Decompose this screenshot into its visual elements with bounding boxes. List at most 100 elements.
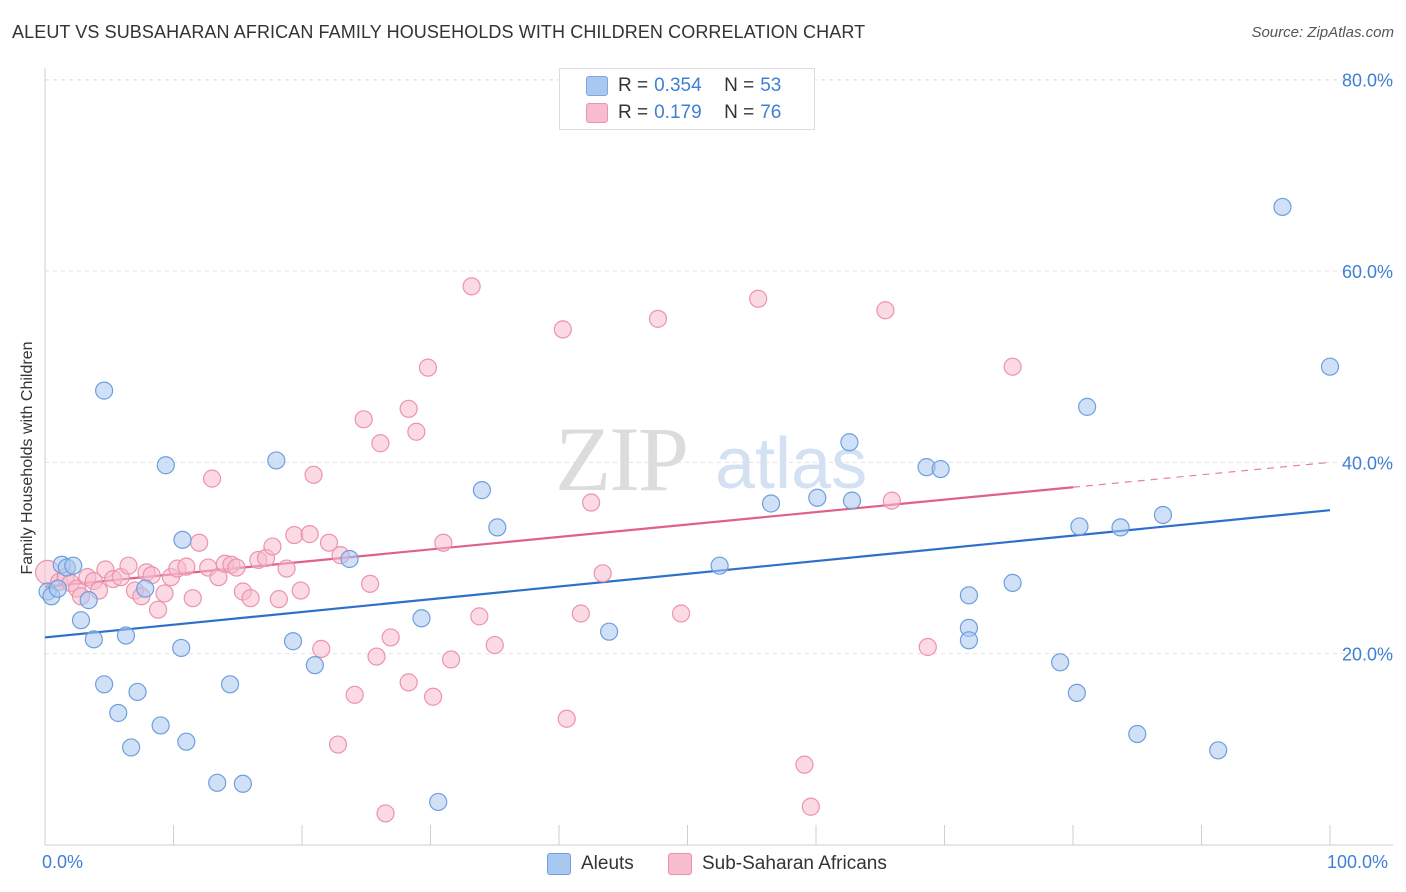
data-point-series-1-39 — [300, 525, 319, 544]
r-label: R = — [618, 75, 649, 96]
data-point-series-0-13 — [121, 738, 141, 757]
data-point-series-1-72 — [876, 301, 895, 320]
data-point-series-1-21 — [177, 557, 196, 576]
data-point-series-0-8 — [84, 630, 103, 649]
data-point-series-0-7 — [79, 591, 98, 610]
watermark-atlas: atlas — [715, 424, 867, 504]
data-point-series-0-22 — [220, 675, 240, 694]
data-point-series-1-49 — [371, 434, 390, 453]
data-point-series-0-51 — [1209, 741, 1228, 760]
data-point-series-1-46 — [354, 410, 373, 429]
data-point-series-0-19 — [173, 530, 192, 549]
data-point-series-0-29 — [429, 792, 448, 812]
data-point-series-0-23 — [233, 774, 252, 793]
legend-item-subsaharan: Sub-Saharan Africans — [668, 850, 887, 878]
data-point-series-0-5 — [64, 556, 83, 575]
data-point-series-0-31 — [488, 518, 507, 537]
data-point-series-0-46 — [1070, 517, 1089, 536]
legend-label-subsaharan: Sub-Saharan Africans — [702, 853, 887, 874]
data-point-series-1-29 — [227, 558, 246, 577]
data-point-series-0-49 — [1128, 724, 1147, 744]
data-point-series-0-12 — [116, 626, 136, 645]
data-point-series-0-10 — [95, 381, 114, 400]
data-point-series-1-53 — [399, 399, 418, 418]
data-point-series-0-53 — [1320, 357, 1340, 376]
data-point-series-1-22 — [183, 589, 202, 608]
data-point-series-1-64 — [571, 604, 590, 623]
data-point-series-1-69 — [749, 289, 768, 308]
data-point-series-1-23 — [190, 533, 209, 552]
data-points — [34, 197, 1340, 823]
x-tick-min: 0.0% — [42, 852, 84, 872]
data-point-series-0-32 — [600, 622, 619, 641]
data-point-series-0-39 — [931, 459, 950, 479]
data-point-series-1-51 — [381, 628, 400, 647]
data-point-series-1-50 — [376, 804, 395, 823]
data-point-series-0-50 — [1153, 505, 1173, 525]
data-point-series-1-68 — [671, 604, 691, 623]
data-point-series-1-67 — [648, 309, 668, 328]
data-point-series-1-38 — [291, 581, 310, 600]
data-point-series-1-75 — [1003, 357, 1022, 376]
data-point-series-0-15 — [136, 579, 155, 598]
correlation-legend: R = 0.354 N = 53 R = 0.179 N = 76 — [559, 68, 815, 130]
data-point-series-0-27 — [340, 549, 359, 569]
y-tick-label-60: 60.0% — [1342, 262, 1393, 282]
data-point-series-1-25 — [202, 469, 222, 488]
data-point-series-0-25 — [283, 632, 303, 651]
y-tick-label-80: 80.0% — [1342, 71, 1393, 91]
data-point-series-1-18 — [155, 584, 174, 603]
r-value: 0.354 — [654, 75, 702, 96]
data-point-series-0-20 — [177, 732, 196, 751]
data-point-series-0-45 — [1067, 683, 1086, 703]
watermark-zip: ZIP — [555, 408, 687, 510]
data-point-series-0-30 — [472, 481, 491, 500]
trend-line-extension-series-1 — [1072, 461, 1331, 488]
data-point-series-1-40 — [304, 465, 323, 484]
data-point-series-1-70 — [795, 755, 814, 774]
y-tick-label-40: 40.0% — [1342, 453, 1393, 473]
data-point-series-0-42 — [959, 586, 979, 605]
series-legend: Aleuts Sub-Saharan Africans — [0, 850, 1406, 878]
data-point-series-0-33 — [710, 556, 729, 575]
legend-row-aleuts: R = 0.354 N = 53 — [586, 74, 781, 98]
y-axis-label: Family Households with Children — [19, 341, 36, 575]
data-point-series-1-41 — [312, 639, 331, 658]
y-tick-labels: 20.0% 40.0% 60.0% 80.0% — [1342, 71, 1393, 665]
data-point-series-0-37 — [842, 491, 862, 510]
data-point-series-1-34 — [263, 537, 282, 556]
data-point-series-1-59 — [462, 277, 481, 296]
data-point-series-0-14 — [128, 682, 147, 702]
data-point-series-1-58 — [441, 650, 461, 669]
data-point-series-1-60 — [470, 607, 489, 626]
data-point-series-1-55 — [418, 358, 438, 377]
data-point-series-0-17 — [156, 456, 175, 475]
data-point-series-0-9 — [95, 675, 114, 694]
data-point-series-0-47 — [1078, 397, 1097, 416]
data-point-series-0-2 — [48, 579, 67, 598]
data-point-series-0-26 — [305, 656, 324, 675]
data-point-series-1-37 — [285, 525, 304, 545]
data-point-series-1-35 — [269, 590, 288, 609]
data-point-series-1-71 — [801, 797, 820, 816]
legend-label-aleuts: Aleuts — [581, 853, 634, 874]
legend-swatch-aleuts — [547, 852, 571, 875]
n-label: N = — [724, 75, 755, 96]
legend-swatch-subsaharan — [668, 852, 692, 875]
r-value: 0.179 — [654, 102, 702, 123]
data-point-series-1-31 — [241, 589, 260, 608]
data-point-series-0-48 — [1111, 518, 1130, 537]
data-point-series-1-56 — [423, 687, 443, 706]
data-point-series-0-21 — [208, 773, 227, 792]
data-point-series-0-44 — [1051, 653, 1070, 672]
x-tick-max: 100.0% — [1327, 852, 1389, 872]
data-point-series-1-54 — [407, 422, 426, 441]
source-label: Source: ZipAtlas.com — [1251, 24, 1394, 41]
data-point-series-1-63 — [557, 709, 576, 728]
chart-title: ALEUT VS SUBSAHARAN AFRICAN FAMILY HOUSE… — [12, 22, 866, 42]
data-point-series-1-43 — [328, 735, 348, 754]
data-point-series-1-57 — [434, 533, 453, 552]
data-point-series-1-47 — [361, 574, 380, 593]
data-point-series-0-34 — [761, 494, 781, 513]
